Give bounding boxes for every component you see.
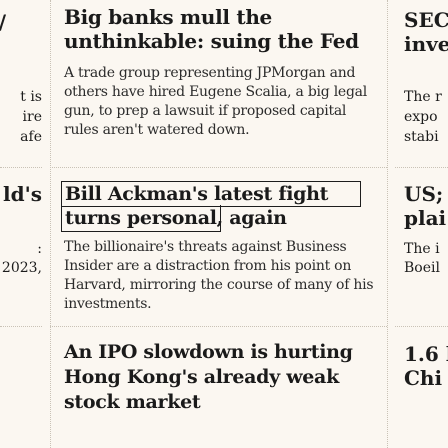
left-column-fragment: / t is ire afe ld's : 2023, <box>0 0 42 448</box>
left-fragment-head-1: / <box>0 10 6 34</box>
right-fragment-dek-2a: The i <box>404 241 440 257</box>
left-fragment-dek-1a: t is <box>20 89 42 105</box>
left-fragment-dek-1c: afe <box>20 129 42 145</box>
left-fragment-dek-2b: 2023, <box>1 260 42 276</box>
row-divider-1 <box>50 167 387 168</box>
article-3-headline[interactable]: An IPO slowdown is hurting Hong Kong's a… <box>64 341 353 413</box>
right-fragment-head-1a: SEC <box>404 8 448 32</box>
right-fragment-dek-1c: stabi <box>404 129 439 145</box>
article-card-2[interactable]: Bill Ackman's latest fight turns persona… <box>64 181 374 314</box>
article-2-dek: The billionaire's threats against Busine… <box>64 239 374 312</box>
right-fragment-head-2b: plai <box>404 206 447 230</box>
left-fragment-dek-1b: ire <box>22 109 42 125</box>
article-card-1[interactable]: Big banks mull the unthinkable: suing th… <box>64 5 374 140</box>
right-fragment-head-3a: 1.6 l <box>404 342 448 366</box>
right-fragment-head-2a: US; <box>404 182 444 206</box>
right-fragment-head-1b: inve <box>404 32 448 56</box>
row-divider-2 <box>50 326 387 327</box>
focus-outline-headline-line1 <box>61 181 361 207</box>
column-divider-right <box>387 0 388 448</box>
right-fragment-head-3b: Chi <box>404 366 443 390</box>
column-divider-left <box>50 0 51 448</box>
article-1-headline[interactable]: Big banks mull the unthinkable: suing th… <box>64 5 359 53</box>
right-fragment-dek-1b: expo <box>404 109 438 125</box>
article-card-3[interactable]: An IPO slowdown is hurting Hong Kong's a… <box>64 340 374 415</box>
left-fragment-dek-2a: : <box>37 241 42 257</box>
right-column-fragment: SEC inve The r expo stabi US; plai The i… <box>396 0 448 448</box>
focus-outline-headline-line2 <box>61 205 221 232</box>
right-fragment-dek-2b: Boeil <box>404 260 440 276</box>
row-divider-1-left <box>0 167 42 168</box>
right-fragment-dek-1a: The r <box>404 89 442 105</box>
left-fragment-head-2: ld's <box>3 182 42 206</box>
row-divider-2-left <box>0 326 42 327</box>
article-1-dek: A trade group representing JPMorgan and … <box>64 65 367 138</box>
row-divider-2-right <box>395 326 448 327</box>
article-2-headline[interactable]: Bill Ackman's latest fight turns persona… <box>65 183 329 229</box>
row-divider-1-right <box>395 167 448 168</box>
